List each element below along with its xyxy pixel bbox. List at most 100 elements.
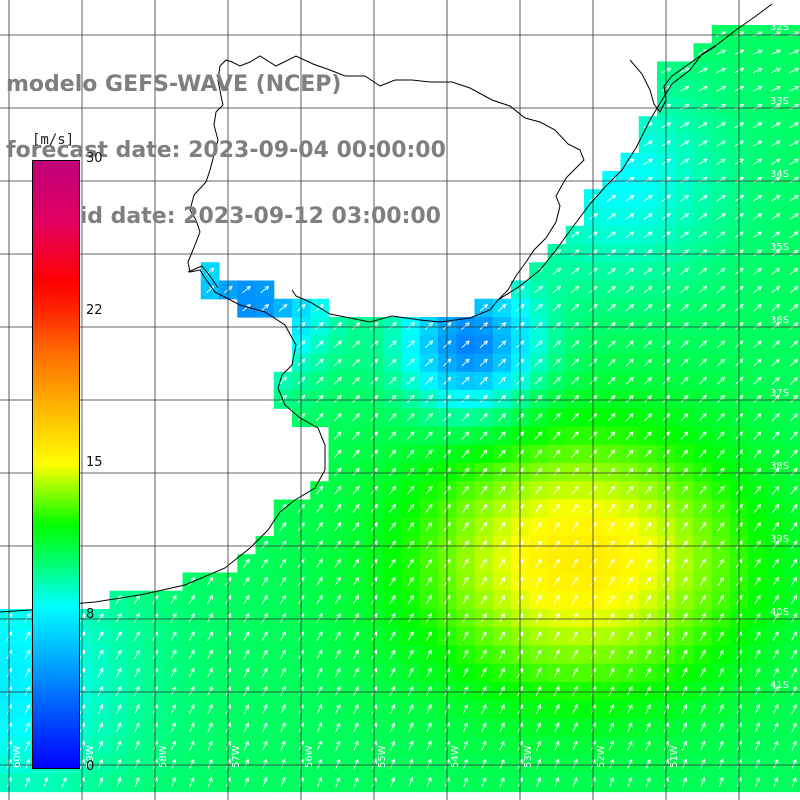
- wind-arrow: [716, 140, 727, 147]
- wind-arrow: [771, 394, 780, 404]
- wind-arrow: [700, 722, 706, 733]
- wind-arrow: [406, 376, 415, 385]
- speed-cell: [638, 371, 658, 391]
- speed-cell: [255, 536, 275, 555]
- speed-cell: [565, 317, 585, 336]
- speed-cell: [584, 244, 603, 263]
- speed-cell: [748, 517, 768, 537]
- wind-arrow: [698, 176, 708, 184]
- speed-cell: [401, 554, 421, 574]
- wind-arrow: [498, 540, 506, 550]
- wind-arrow: [170, 631, 177, 641]
- speed-cell: [365, 536, 384, 555]
- wind-arrow: [680, 449, 689, 458]
- wind-arrow: [353, 722, 359, 733]
- wind-arrow: [772, 612, 779, 623]
- wind-arrow: [352, 394, 361, 404]
- speed-cell: [565, 225, 585, 245]
- speed-cell: [711, 317, 731, 336]
- wind-arrow: [134, 776, 140, 788]
- wind-arrow: [351, 358, 361, 367]
- wind-arrow: [535, 558, 542, 568]
- wind-arrow: [754, 612, 761, 623]
- wind-arrow: [462, 522, 469, 532]
- wind-arrow: [334, 558, 341, 568]
- wind-arrow: [24, 631, 31, 641]
- wind-arrow: [608, 740, 615, 751]
- wind-arrow: [645, 667, 651, 678]
- wind-arrow: [552, 322, 562, 330]
- wind-arrow: [627, 758, 633, 769]
- latitude-labels: 32S 33S 34S 35S 36S 37S 38S 39S 40S 41S: [770, 22, 789, 691]
- wind-arrow: [480, 522, 488, 532]
- speed-cell: [638, 225, 658, 245]
- wind-arrow: [607, 503, 615, 513]
- wind-arrow: [625, 285, 635, 294]
- speed-cell: [693, 244, 713, 263]
- lat-label: 35S: [770, 242, 789, 253]
- wind-arrow: [554, 740, 560, 751]
- wind-arrow: [773, 758, 779, 769]
- wind-arrow: [753, 413, 762, 422]
- speed-cell: [766, 536, 786, 555]
- wind-arrow: [572, 631, 578, 641]
- wind-arrow: [388, 449, 397, 458]
- speed-cell: [784, 444, 800, 464]
- wind-arrow: [552, 285, 562, 294]
- speed-cell: [584, 298, 603, 318]
- wind-arrow: [753, 431, 762, 440]
- wind-arrow: [698, 340, 707, 349]
- wind-arrow: [699, 485, 707, 495]
- wind-arrow: [499, 704, 505, 715]
- speed-cell: [310, 317, 330, 336]
- speed-cell: [675, 517, 695, 537]
- wind-arrow: [461, 449, 470, 458]
- wind-arrow: [717, 449, 725, 458]
- wind-arrow: [262, 758, 268, 769]
- wind-arrow: [462, 649, 469, 660]
- wind-arrow: [499, 740, 505, 751]
- wind-arrow: [771, 322, 781, 330]
- wind-arrow: [61, 776, 67, 788]
- wind-arrow: [116, 704, 122, 715]
- speed-cell: [784, 736, 800, 756]
- wind-arrow: [389, 631, 396, 641]
- wind-arrow: [789, 267, 799, 275]
- wind-arrow: [790, 503, 798, 513]
- wind-arrow: [534, 449, 543, 458]
- wind-arrow: [315, 376, 324, 385]
- speed-cell: [565, 426, 585, 446]
- wind-arrow: [498, 449, 506, 458]
- wind-arrow: [772, 576, 779, 587]
- wind-arrow: [334, 467, 342, 477]
- wind-arrow: [498, 558, 506, 568]
- wind-arrow: [461, 485, 470, 495]
- wind-arrow: [461, 413, 470, 422]
- wind-arrow: [498, 485, 506, 495]
- wind-arrow: [679, 195, 690, 202]
- wind-arrow: [333, 413, 342, 422]
- wind-arrow: [553, 594, 560, 605]
- wind-arrow: [534, 485, 543, 495]
- wind-arrow: [207, 667, 213, 678]
- wind-arrow: [716, 176, 726, 184]
- speed-cell: [784, 700, 800, 720]
- wind-arrow: [752, 104, 763, 110]
- wind-arrow: [534, 340, 543, 349]
- wind-arrow: [572, 776, 578, 788]
- wind-arrow: [718, 667, 724, 678]
- wind-arrow: [534, 303, 543, 312]
- speed-cell: [711, 517, 731, 537]
- speed-cell: [547, 244, 567, 263]
- wind-arrow: [388, 340, 397, 349]
- wind-arrow: [771, 249, 781, 257]
- wind-arrow: [754, 649, 761, 660]
- wind-arrow: [498, 612, 505, 623]
- wind-arrow: [408, 722, 414, 733]
- wind-arrow: [771, 285, 781, 294]
- speed-cell: [346, 517, 366, 537]
- wind-arrow: [679, 104, 690, 110]
- speed-cell: [474, 298, 494, 318]
- wind-arrow: [463, 776, 469, 788]
- wind-arrow: [607, 358, 616, 367]
